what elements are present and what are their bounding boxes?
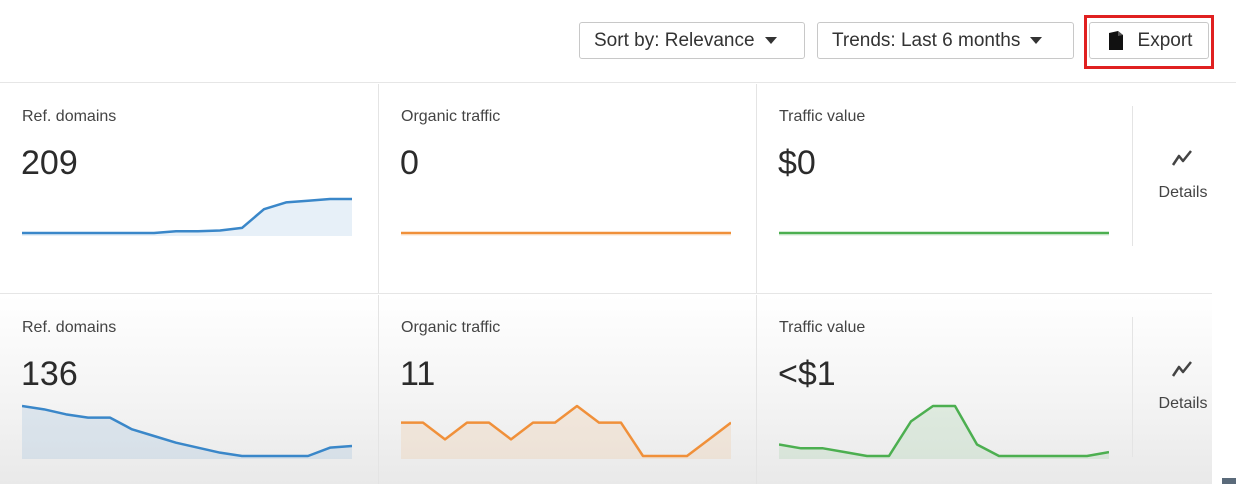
sparkline <box>779 404 1109 459</box>
sparkline-area <box>22 406 352 459</box>
metric-value: 11 <box>400 355 436 393</box>
sparkline-line <box>779 404 1109 458</box>
metric-traffic-value: Traffic value $0 <box>756 84 1132 293</box>
trends-dropdown-label: Trends: Last 6 months <box>832 29 1021 51</box>
sparkline <box>779 231 1109 236</box>
metric-value: <$1 <box>778 355 836 393</box>
export-button-label: Export <box>1137 29 1193 51</box>
metric-label: Traffic value <box>779 108 866 125</box>
metric-label: Organic traffic <box>401 319 501 336</box>
metric-organic-traffic: Organic traffic 0 <box>378 84 754 293</box>
sparkline <box>401 231 731 236</box>
sparkline-line <box>22 197 352 235</box>
metrics-row: Ref. domains 136 Organic traffic 11 Traf… <box>0 295 1212 484</box>
sparkline-line <box>22 404 352 458</box>
sparkline <box>22 197 352 236</box>
metric-value: 209 <box>21 144 78 182</box>
sparkline-area <box>779 406 1109 459</box>
trend-chart-icon <box>1171 150 1192 166</box>
metric-value: 136 <box>21 355 78 393</box>
export-button[interactable]: Export <box>1089 22 1209 59</box>
trend-chart-icon <box>1171 361 1192 377</box>
metric-value: 0 <box>400 144 419 182</box>
caret-down-icon <box>764 37 777 44</box>
sparkline-area <box>401 406 731 459</box>
metric-ref-domains: Ref. domains 209 <box>0 84 376 293</box>
export-file-icon <box>1108 30 1123 50</box>
sort-dropdown-label: Sort by: Relevance <box>594 29 755 51</box>
details-button[interactable]: Details <box>1132 106 1212 246</box>
metric-label: Traffic value <box>779 319 866 336</box>
sparkline-line <box>401 404 731 458</box>
metric-organic-traffic: Organic traffic 11 <box>378 295 754 484</box>
metric-label: Ref. domains <box>22 108 117 125</box>
metric-ref-domains: Ref. domains 136 <box>0 295 376 484</box>
details-label: Details <box>1158 184 1208 201</box>
toolbar: Sort by: Relevance Trends: Last 6 months… <box>0 0 1236 83</box>
metric-label: Ref. domains <box>22 319 117 336</box>
trends-dropdown[interactable]: Trends: Last 6 months <box>817 22 1074 59</box>
metrics-row: Ref. domains 209 Organic traffic 0 Traff… <box>0 84 1212 294</box>
caret-down-icon <box>1030 37 1043 44</box>
metric-label: Organic traffic <box>401 108 501 125</box>
metric-traffic-value: Traffic value <$1 <box>756 295 1132 484</box>
sparkline <box>401 404 731 459</box>
sparkline <box>22 404 352 459</box>
details-label: Details <box>1158 395 1208 412</box>
metric-value: $0 <box>778 144 816 182</box>
scrollbar-corner <box>1222 478 1236 484</box>
sort-dropdown[interactable]: Sort by: Relevance <box>579 22 805 59</box>
details-button[interactable]: Details <box>1132 317 1212 457</box>
